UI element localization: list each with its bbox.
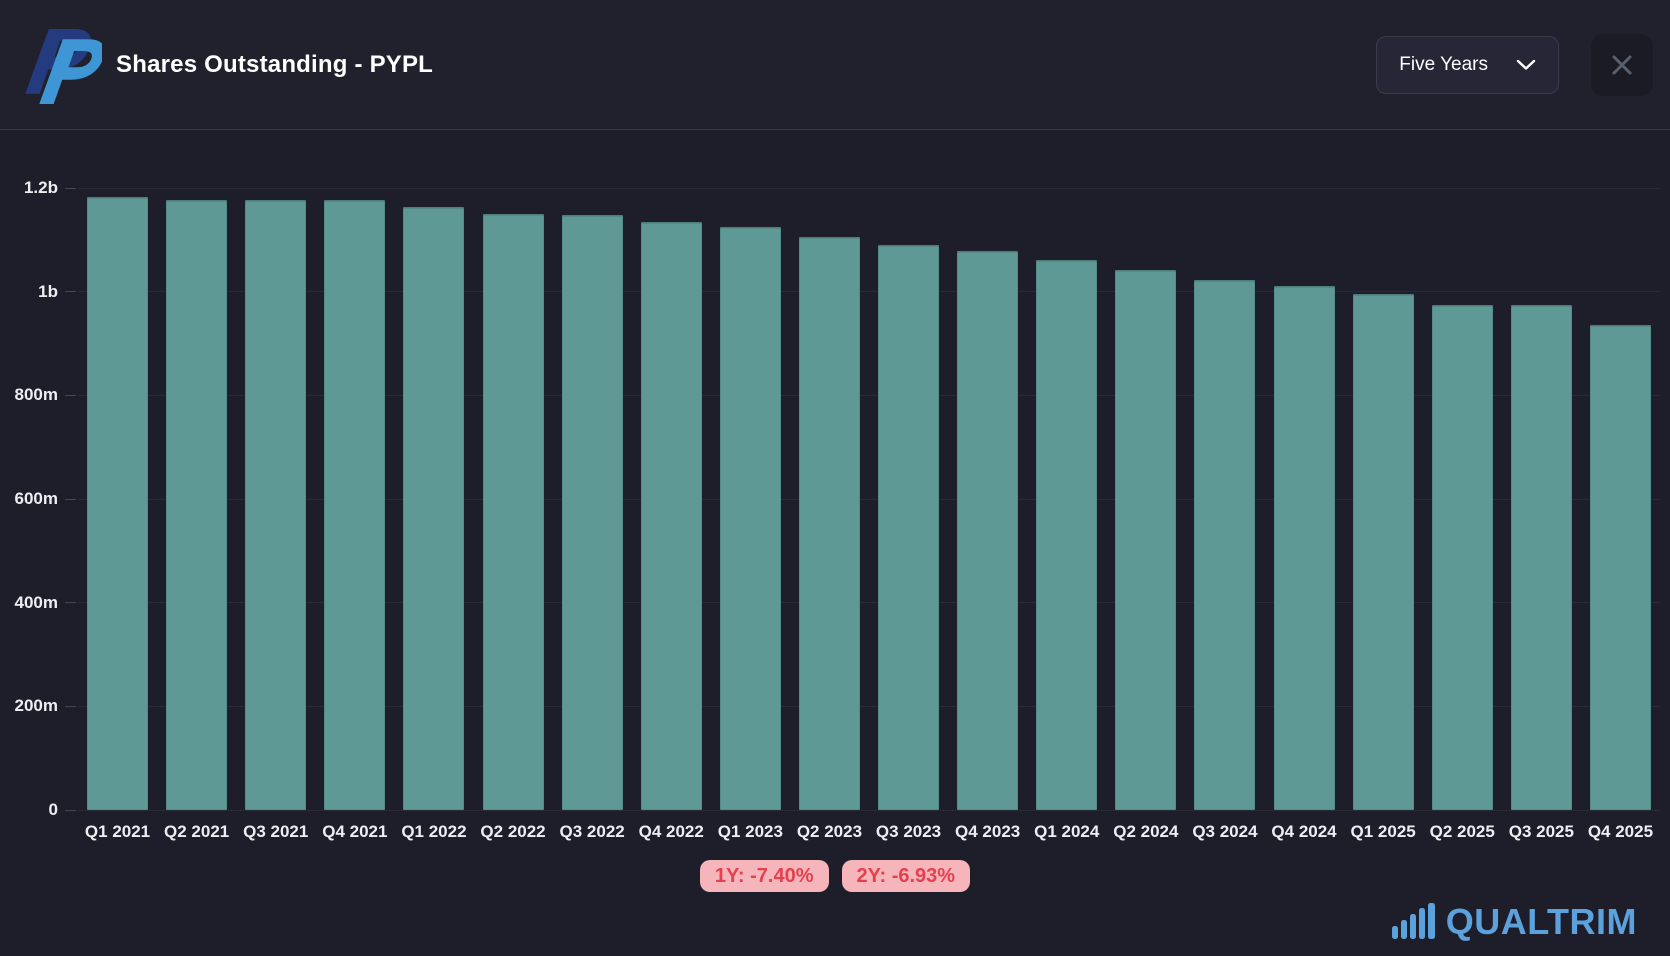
bar[interactable] xyxy=(166,200,228,810)
bar[interactable] xyxy=(482,213,544,810)
y-tick xyxy=(65,705,76,707)
bar-chart-icon xyxy=(1391,903,1435,939)
paypal-logo-front-p xyxy=(39,38,102,104)
time-range-value: Five Years xyxy=(1399,53,1488,75)
y-tick xyxy=(65,809,76,811)
chevron-down-icon xyxy=(1516,59,1536,70)
x-tick-label: Q2 2023 xyxy=(796,822,863,841)
bar[interactable] xyxy=(957,250,1019,810)
x-tick-label: Q2 2024 xyxy=(1113,822,1179,841)
y-gridline xyxy=(78,394,1660,396)
time-range-dropdown[interactable]: Five Years xyxy=(1376,35,1559,94)
x-tick-label: Q3 2022 xyxy=(559,822,625,841)
x-tick-label: Q3 2024 xyxy=(1192,822,1258,841)
bar[interactable] xyxy=(1510,304,1572,810)
x-tick-label: Q3 2021 xyxy=(243,822,309,841)
y-tick-label: 800m xyxy=(14,385,58,405)
bar[interactable] xyxy=(561,214,623,810)
y-tick-label: 200m xyxy=(14,696,58,716)
x-tick-label: Q1 2024 xyxy=(1034,822,1100,841)
bar[interactable] xyxy=(403,206,465,810)
x-tick-label: Q1 2021 xyxy=(84,822,151,841)
bar[interactable] xyxy=(1589,325,1651,810)
y-gridline xyxy=(78,809,1660,811)
y-tick-label: 600m xyxy=(14,489,58,508)
x-tick-label: Q4 2023 xyxy=(955,822,1021,841)
bar[interactable] xyxy=(878,245,940,810)
y-gridline xyxy=(78,602,1660,604)
bar[interactable] xyxy=(1036,259,1098,810)
change-badge-2y: 2Y: -6.93% xyxy=(841,860,971,892)
y-tick-label: 400m xyxy=(14,592,58,612)
qualtrim-watermark: QUALTRIM xyxy=(1391,901,1637,942)
x-tick-label: Q4 2024 xyxy=(1271,822,1337,841)
bar[interactable] xyxy=(1431,305,1493,810)
bar[interactable] xyxy=(1115,270,1177,810)
x-tick-label: Q4 2021 xyxy=(322,822,388,841)
y-tick xyxy=(65,394,76,396)
y-tick-label: 1.2b xyxy=(23,178,58,197)
bar[interactable] xyxy=(87,196,149,810)
x-tick-label: Q2 2022 xyxy=(480,822,546,841)
bar[interactable] xyxy=(640,221,702,810)
x-tick-label: Q3 2023 xyxy=(875,822,942,841)
y-gridline xyxy=(78,187,1660,189)
x-tick-label: Q2 2025 xyxy=(1429,822,1495,841)
bar[interactable] xyxy=(1273,286,1335,810)
x-tick-label: Q4 2025 xyxy=(1587,822,1654,841)
watermark-text: QUALTRIM xyxy=(1445,901,1637,942)
y-gridline xyxy=(78,705,1660,707)
change-badge-1y: 1Y: -7.40% xyxy=(699,860,829,892)
x-tick-label: Q1 2023 xyxy=(717,822,783,841)
x-tick-label: Q1 2025 xyxy=(1350,822,1416,841)
paypal-logo xyxy=(24,18,102,112)
y-gridline xyxy=(78,498,1660,500)
y-tick-label: 1b xyxy=(38,281,58,301)
bar[interactable] xyxy=(1194,280,1256,810)
y-tick xyxy=(65,291,76,293)
close-button[interactable] xyxy=(1591,33,1653,96)
x-tick-label: Q1 2022 xyxy=(401,822,467,841)
modal-header: Shares Outstanding - PYPL Five Years xyxy=(0,0,1670,130)
modal-title: Shares Outstanding - PYPL xyxy=(116,50,434,78)
x-tick-label: Q2 2021 xyxy=(164,822,230,841)
x-tick-label: Q3 2025 xyxy=(1508,822,1574,841)
y-tick xyxy=(65,187,76,189)
y-gridline xyxy=(78,291,1660,293)
y-tick-label: 0 xyxy=(48,800,58,819)
bar[interactable] xyxy=(719,227,781,810)
y-tick xyxy=(65,498,76,500)
bar[interactable] xyxy=(324,199,386,810)
bar[interactable] xyxy=(245,200,307,810)
close-icon xyxy=(1612,55,1632,74)
change-badges: 1Y: -7.40% 2Y: -6.93% xyxy=(0,860,1670,892)
bar[interactable] xyxy=(1352,293,1414,810)
x-tick-label: Q4 2022 xyxy=(638,822,704,841)
y-tick xyxy=(65,602,76,604)
bar[interactable] xyxy=(798,237,860,810)
